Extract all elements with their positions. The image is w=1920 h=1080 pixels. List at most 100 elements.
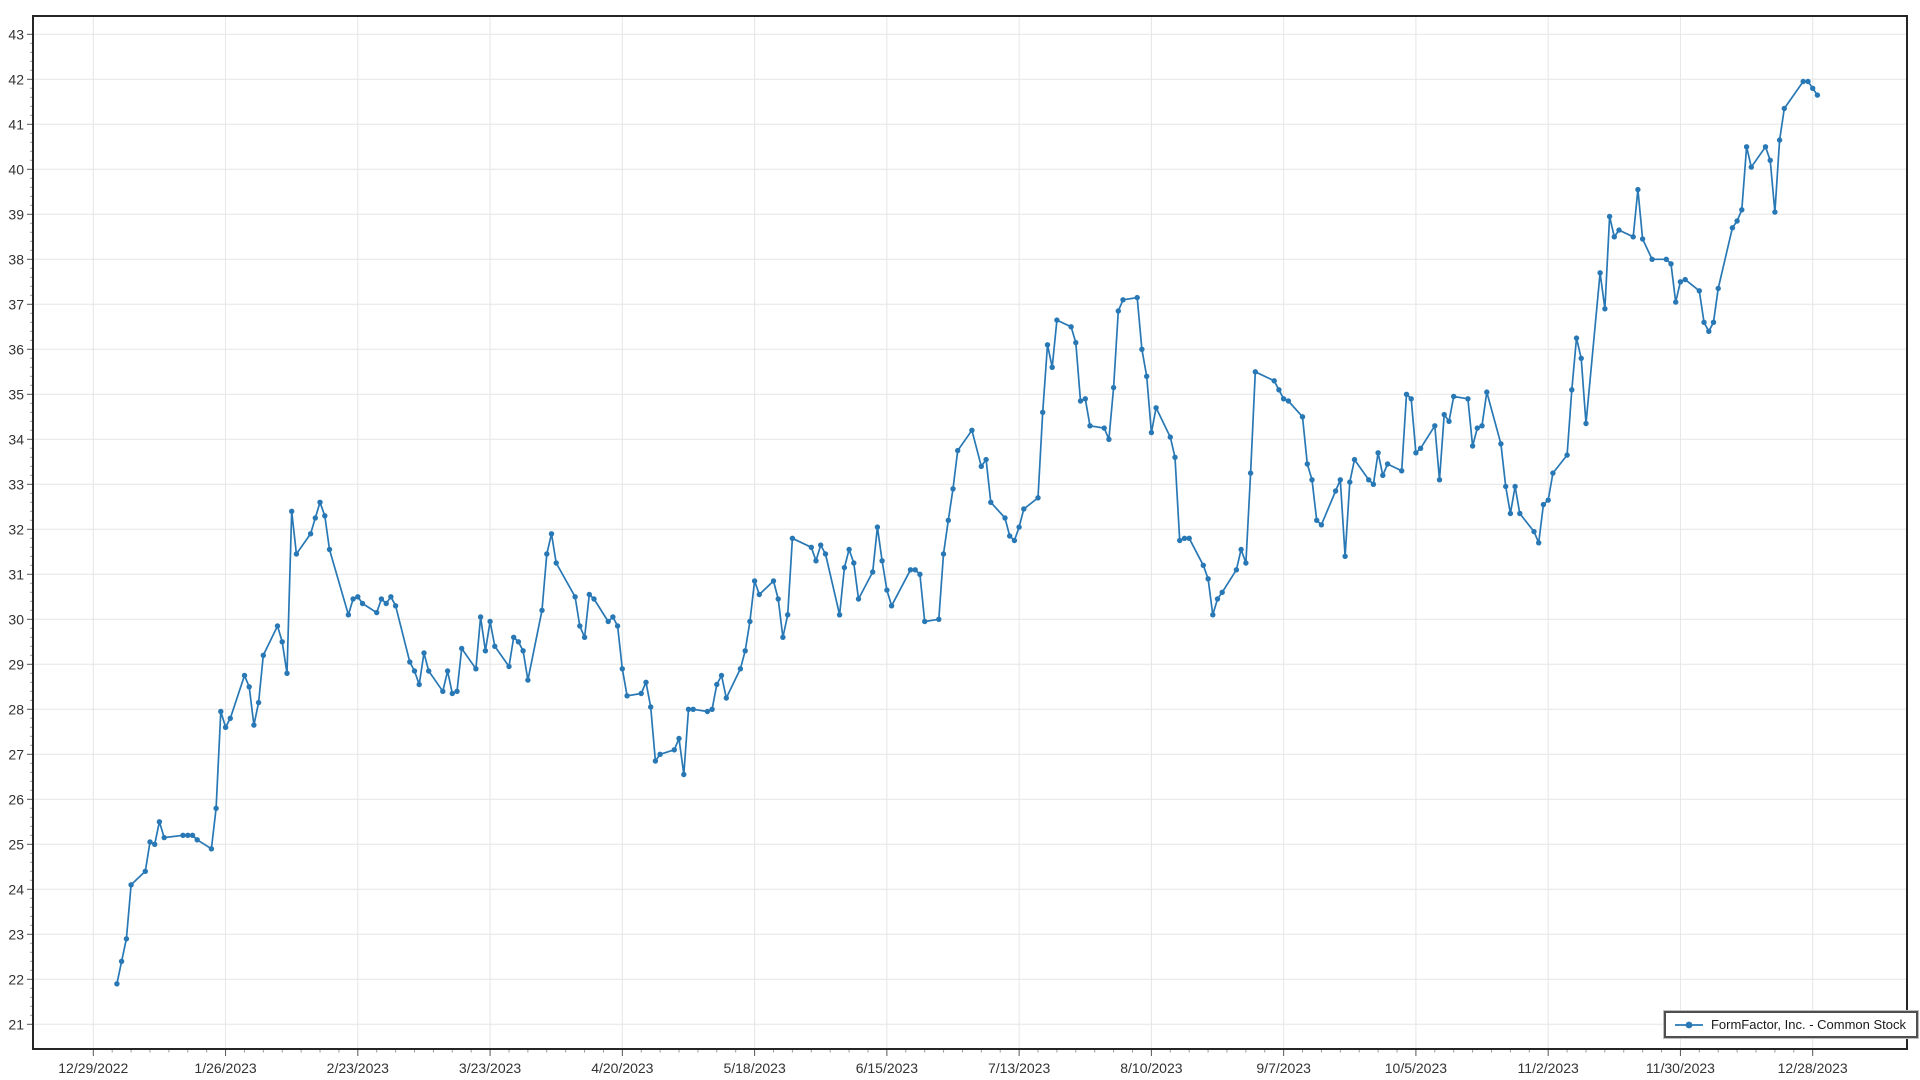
data-point[interactable] <box>652 758 659 764</box>
data-point[interactable] <box>1366 477 1372 483</box>
data-point[interactable] <box>525 677 531 683</box>
data-point[interactable] <box>1776 137 1783 143</box>
data-point[interactable] <box>681 771 687 778</box>
data-point[interactable] <box>1044 342 1051 348</box>
data-point[interactable] <box>855 596 862 602</box>
data-point[interactable] <box>1583 420 1589 427</box>
data-point[interactable] <box>1767 157 1773 163</box>
data-point[interactable] <box>1233 567 1240 573</box>
data-point[interactable] <box>1299 414 1306 420</box>
data-point[interactable] <box>1545 497 1551 503</box>
data-point[interactable] <box>1673 299 1679 305</box>
data-point[interactable] <box>1139 346 1145 352</box>
data-point[interactable] <box>1814 92 1821 98</box>
data-point[interactable] <box>756 591 762 598</box>
data-point[interactable] <box>416 681 422 688</box>
data-point[interactable] <box>227 715 233 721</box>
data-point[interactable] <box>1417 445 1424 451</box>
data-point[interactable] <box>846 546 852 553</box>
data-point[interactable] <box>222 724 229 730</box>
data-point[interactable] <box>879 558 885 564</box>
data-point[interactable] <box>411 668 418 674</box>
data-point[interactable] <box>690 706 696 712</box>
data-point[interactable] <box>714 681 720 688</box>
data-point[interactable] <box>1772 209 1778 215</box>
data-point[interactable] <box>1630 234 1636 240</box>
data-point[interactable] <box>775 596 781 602</box>
data-point[interactable] <box>152 841 158 847</box>
data-point[interactable] <box>506 663 512 670</box>
data-point[interactable] <box>836 612 843 618</box>
data-point[interactable] <box>737 666 744 672</box>
data-point[interactable] <box>274 623 281 629</box>
data-point[interactable] <box>142 868 148 874</box>
data-point[interactable] <box>1238 546 1244 553</box>
data-point[interactable] <box>515 639 522 645</box>
data-point[interactable] <box>1106 436 1112 442</box>
data-point[interactable] <box>1247 470 1254 476</box>
data-point[interactable] <box>1739 207 1745 213</box>
data-point[interactable] <box>1016 524 1022 530</box>
data-point[interactable] <box>147 839 153 845</box>
data-point[interactable] <box>189 832 196 838</box>
data-point[interactable] <box>1597 270 1603 276</box>
data-point[interactable] <box>1077 398 1084 404</box>
data-point[interactable] <box>1035 495 1041 501</box>
data-point[interactable] <box>1314 517 1320 523</box>
data-point[interactable] <box>638 690 644 697</box>
data-point[interactable] <box>945 517 951 523</box>
data-point[interactable] <box>671 747 677 753</box>
data-point[interactable] <box>1252 369 1259 375</box>
data-point[interactable] <box>350 596 356 602</box>
data-point[interactable] <box>279 639 285 645</box>
data-point[interactable] <box>648 704 654 710</box>
data-point[interactable] <box>213 805 219 811</box>
data-point[interactable] <box>1734 218 1740 224</box>
data-point[interactable] <box>1186 535 1192 541</box>
data-point[interactable] <box>704 708 711 715</box>
data-point[interactable] <box>1479 423 1485 429</box>
data-point[interactable] <box>822 551 829 557</box>
data-point[interactable] <box>1219 589 1225 595</box>
data-point[interactable] <box>657 751 663 757</box>
data-point[interactable] <box>1540 501 1547 508</box>
data-point[interactable] <box>1134 294 1140 301</box>
data-point[interactable] <box>610 614 616 620</box>
data-point[interactable] <box>1011 537 1018 544</box>
data-point[interactable] <box>218 708 224 715</box>
data-point[interactable] <box>477 614 484 620</box>
data-point[interactable] <box>388 594 394 600</box>
data-point[interactable] <box>1474 425 1481 431</box>
data-point[interactable] <box>1446 418 1452 424</box>
data-point[interactable] <box>747 618 753 625</box>
data-point[interactable] <box>614 623 621 629</box>
data-point[interactable] <box>888 603 895 609</box>
data-point[interactable] <box>1602 306 1608 312</box>
data-point[interactable] <box>1413 450 1419 456</box>
data-point[interactable] <box>1569 387 1575 393</box>
data-point[interactable] <box>624 693 630 699</box>
data-point[interactable] <box>940 551 947 557</box>
data-point[interactable] <box>1370 481 1377 487</box>
data-point[interactable] <box>1276 387 1282 393</box>
data-point[interactable] <box>1115 308 1122 314</box>
data-point[interactable] <box>1606 213 1613 220</box>
data-point[interactable] <box>473 666 479 672</box>
data-point[interactable] <box>874 524 881 530</box>
data-point[interactable] <box>1054 317 1060 323</box>
data-point[interactable] <box>156 819 163 825</box>
data-point[interactable] <box>643 679 649 685</box>
data-point[interactable] <box>194 837 200 843</box>
data-point[interactable] <box>1536 540 1542 546</box>
data-point[interactable] <box>548 531 555 537</box>
data-point[interactable] <box>1153 405 1159 411</box>
data-point[interactable] <box>1550 470 1556 476</box>
data-point[interactable] <box>1073 339 1079 346</box>
data-point[interactable] <box>1243 560 1249 566</box>
data-point[interactable] <box>1635 186 1641 193</box>
data-point[interactable] <box>1507 510 1514 517</box>
data-point[interactable] <box>392 603 399 609</box>
data-point[interactable] <box>511 634 517 640</box>
data-point[interactable] <box>1309 477 1315 483</box>
data-point[interactable] <box>1465 396 1471 402</box>
